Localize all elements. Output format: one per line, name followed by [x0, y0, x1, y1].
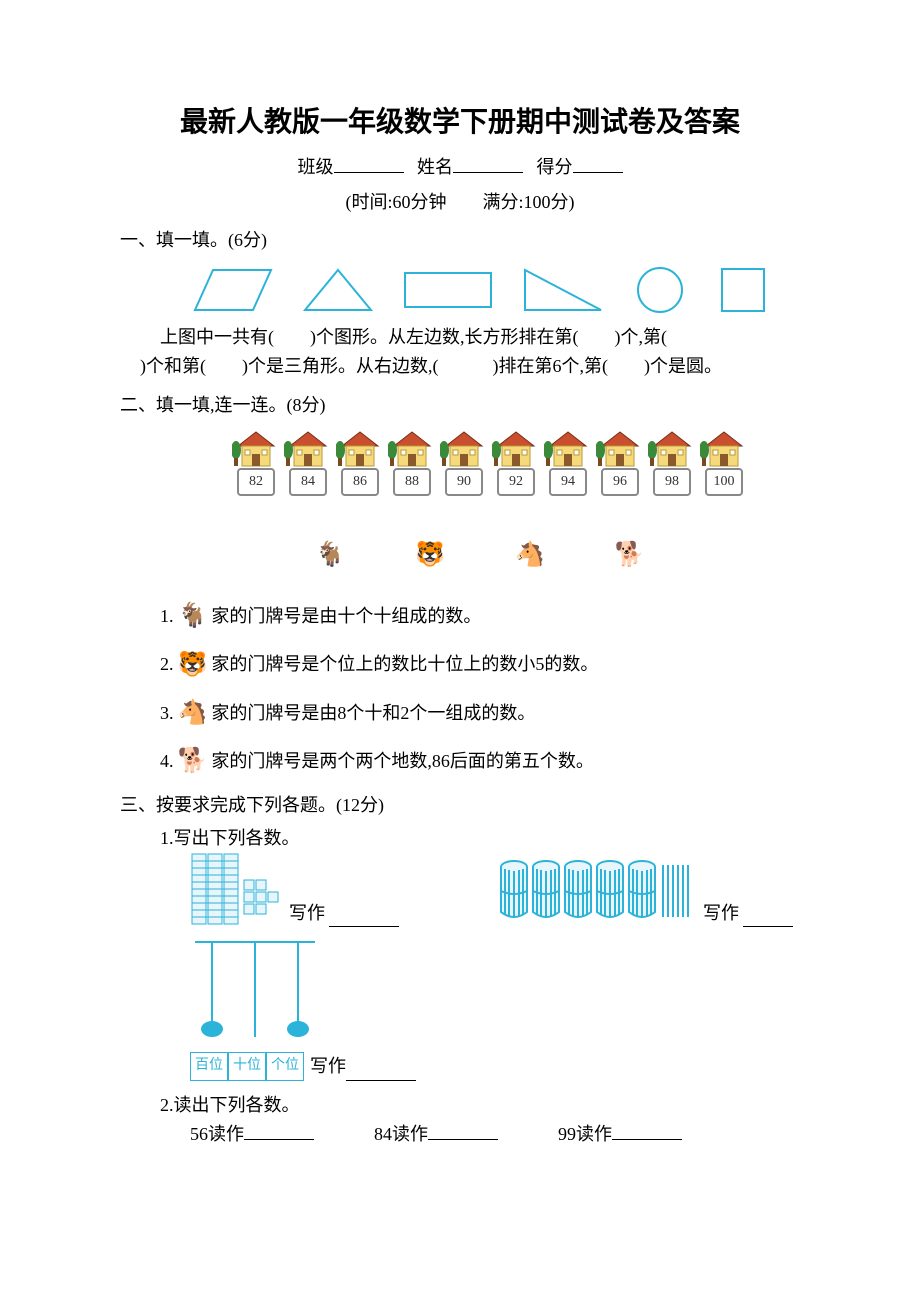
q3-1-item-bundles: 写作 — [499, 857, 793, 927]
score-label: 得分 — [537, 157, 573, 177]
house-row: 82 84 86 88 90 — [180, 428, 800, 496]
place-ones: 个位 — [266, 1052, 304, 1081]
read-label: 读作 — [392, 1124, 428, 1144]
write-label-3: 写作 — [310, 1052, 346, 1081]
write-blank-1[interactable] — [329, 908, 399, 927]
house-number: 100 — [705, 468, 743, 496]
student-info-line: 班级 姓名 得分 — [120, 153, 800, 182]
write-label-1: 写作 — [289, 899, 325, 928]
house-number: 92 — [497, 468, 535, 496]
abacus-icon — [190, 937, 320, 1047]
rectangle-icon — [403, 265, 493, 315]
clue-text: 家的门牌号是由十个十组成的数。 — [211, 602, 481, 631]
section-3-heading: 三、按要求完成下列各题。(12分) — [120, 791, 800, 820]
house-number: 96 — [601, 468, 639, 496]
right-triangle-icon — [523, 265, 603, 315]
house-item: 90 — [440, 428, 488, 496]
animals-row: 🐐 🐯 🐴 🐕 — [160, 526, 800, 577]
counting-blocks-icon — [190, 852, 285, 927]
clue-line: 3.🐴家的门牌号是由8个十和2个一组成的数。 — [160, 694, 800, 732]
read-item: 84读作 — [374, 1120, 498, 1149]
animal-item: 🐐 — [315, 526, 345, 577]
house-number: 94 — [549, 468, 587, 496]
read-row: 56读作84读作99读作 — [190, 1120, 800, 1149]
q3-1-item-blocks: 写作 — [190, 852, 399, 927]
triangle-icon — [303, 265, 373, 315]
clue-num: 2. — [160, 650, 174, 679]
clue-line: 1.🐐家的门牌号是由十个十组成的数。 — [160, 597, 800, 635]
name-label: 姓名 — [417, 157, 453, 177]
read-label: 读作 — [208, 1124, 244, 1144]
house-item: 84 — [284, 428, 332, 496]
animal-item: 🐕 — [615, 526, 645, 577]
read-blank[interactable] — [612, 1121, 682, 1140]
house-number: 82 — [237, 468, 275, 496]
tiger-icon: 🐯 — [415, 542, 445, 568]
house-item: 100 — [700, 428, 748, 496]
house-item: 88 — [388, 428, 436, 496]
write-label-2: 写作 — [703, 899, 739, 928]
place-value-table: 百位 十位 个位 写作 — [190, 1052, 800, 1081]
q3-2-label: 2.读出下列各数。 — [160, 1091, 800, 1120]
page-title: 最新人教版一年级数学下册期中测试卷及答案 — [120, 100, 800, 145]
clue-num: 4. — [160, 747, 174, 776]
goat-icon: 🐐 — [315, 542, 345, 568]
house-item: 94 — [544, 428, 592, 496]
section-2-heading: 二、填一填,连一连。(8分) — [120, 391, 800, 420]
house-item: 82 — [232, 428, 280, 496]
goat-icon: 🐐 — [178, 597, 208, 635]
house-item: 98 — [648, 428, 696, 496]
write-blank-2[interactable] — [743, 908, 793, 927]
clue-num: 1. — [160, 602, 174, 631]
square-icon — [718, 265, 768, 315]
parallelogram-icon — [193, 265, 273, 315]
house-number: 88 — [393, 468, 431, 496]
score-blank[interactable] — [573, 154, 623, 173]
read-number: 99 — [558, 1124, 576, 1144]
read-label: 读作 — [576, 1124, 612, 1144]
animal-item: 🐯 — [415, 526, 445, 577]
clue-line: 4.🐕家的门牌号是两个两个地数,86后面的第五个数。 — [160, 742, 800, 780]
house-number: 84 — [289, 468, 327, 496]
read-number: 84 — [374, 1124, 392, 1144]
place-hundreds: 百位 — [190, 1052, 228, 1081]
horse-icon: 🐴 — [515, 542, 545, 568]
time-full-score: (时间:60分钟 满分:100分) — [120, 188, 800, 217]
dog-icon: 🐕 — [178, 742, 208, 780]
q3-1-label: 1.写出下列各数。 — [160, 824, 800, 853]
dog-icon: 🐕 — [615, 542, 645, 568]
read-blank[interactable] — [244, 1121, 314, 1140]
class-blank[interactable] — [334, 154, 404, 173]
tiger-icon: 🐯 — [178, 646, 208, 684]
class-label: 班级 — [298, 157, 334, 177]
house-item: 92 — [492, 428, 540, 496]
name-blank[interactable] — [453, 154, 523, 173]
horse-icon: 🐴 — [178, 694, 208, 732]
write-blank-3[interactable] — [346, 1062, 416, 1081]
house-item: 96 — [596, 428, 644, 496]
shapes-row — [160, 265, 800, 315]
abacus-wrap — [190, 937, 800, 1056]
read-blank[interactable] — [428, 1121, 498, 1140]
house-item: 86 — [336, 428, 384, 496]
stick-bundles-icon — [499, 857, 699, 927]
circle-icon — [633, 265, 688, 315]
place-tens: 十位 — [228, 1052, 266, 1081]
clue-text: 家的门牌号是个位上的数比十位上的数小5的数。 — [211, 650, 598, 679]
house-number: 90 — [445, 468, 483, 496]
read-item: 99读作 — [558, 1120, 682, 1149]
clue-line: 2.🐯家的门牌号是个位上的数比十位上的数小5的数。 — [160, 646, 800, 684]
section-1-text-1: 上图中一共有( )个图形。从左边数,长方形排在第( )个,第( — [160, 323, 800, 352]
q3-1-row: 写作 写作 — [190, 852, 800, 927]
clue-text: 家的门牌号是两个两个地数,86后面的第五个数。 — [211, 747, 594, 776]
animal-item: 🐴 — [515, 526, 545, 577]
house-number: 98 — [653, 468, 691, 496]
clue-num: 3. — [160, 699, 174, 728]
section-1-text-2: )个和第( )个是三角形。从右边数,( )排在第6个,第( )个是圆。 — [140, 352, 800, 381]
read-item: 56读作 — [190, 1120, 314, 1149]
house-number: 86 — [341, 468, 379, 496]
read-number: 56 — [190, 1124, 208, 1144]
section-1-heading: 一、填一填。(6分) — [120, 226, 800, 255]
clue-text: 家的门牌号是由8个十和2个一组成的数。 — [211, 699, 535, 728]
